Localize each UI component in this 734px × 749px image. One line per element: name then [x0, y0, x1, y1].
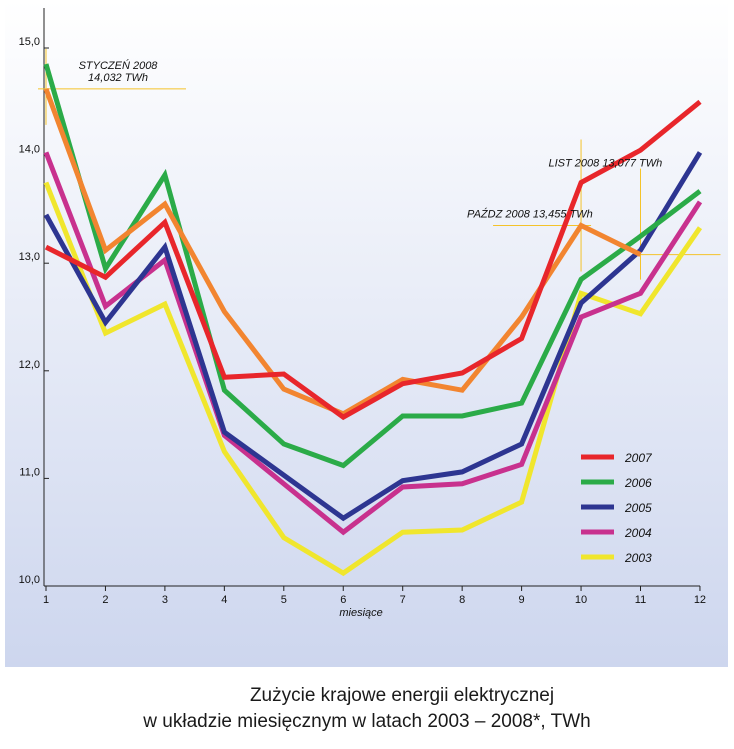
caption-line-1: Zużycie krajowe energii elektrycznej — [249, 685, 555, 706]
x-tick-label: 2 — [102, 594, 108, 606]
y-tick-label: 10,0 — [19, 574, 40, 586]
y-tick-label: 11,0 — [19, 466, 40, 478]
legend-label-2007: 2007 — [624, 451, 653, 465]
caption-line-2: w układzie miesięcznym w latach 2003 – 2… — [143, 711, 591, 732]
x-tick-label: 3 — [162, 594, 168, 606]
annotation-jan-2008-line1: STYCZEŃ 2008 — [79, 59, 159, 72]
x-axis-label: miesiące — [339, 607, 382, 619]
x-tick-label: 5 — [281, 594, 287, 606]
x-tick-label: 12 — [694, 594, 706, 606]
annotation-oct-2008: PAŹDZ 2008 13,455 TWh — [467, 208, 593, 221]
legend-label-2005: 2005 — [624, 501, 652, 515]
x-tick-label: 9 — [519, 594, 525, 606]
y-tick-label: 13,0 — [19, 251, 40, 263]
series-line-2007 — [44, 99, 702, 421]
annotation-crosshairs — [38, 48, 721, 280]
y-tick-label: 12,0 — [19, 359, 40, 371]
series-line-2006 — [43, 63, 702, 469]
x-tick-label: 1 — [43, 594, 49, 606]
x-tick-label: 4 — [221, 594, 227, 606]
chart-panel: 10,0 11,0 12,0 13,0 14,0 15,0 1 2 3 4 5 6 7 8 9 10 11 12 m… — [5, 0, 728, 667]
series-line-2004 — [43, 151, 703, 536]
y-tick-label: 15,0 — [19, 36, 40, 48]
annotation-jan-2008-line2: 14,032 TWh — [88, 72, 148, 84]
legend-label-2003: 2003 — [624, 551, 652, 565]
y-tick-label: 14,0 — [19, 144, 40, 156]
line-chart: 10,011,012,013,014,015,01 2 3 4 5 6 7 8 9 10 11 12m… — [5, 0, 728, 667]
legend: 2007 2006 2005 2004 2003 — [581, 451, 653, 565]
x-tick-label: 8 — [459, 594, 465, 606]
chart-background — [5, 0, 728, 667]
axes: 10,011,012,013,014,015,01 2 3 4 5 6 7 8 9 10 11 12m… — [19, 8, 706, 619]
x-tick-label: 6 — [340, 594, 346, 606]
legend-label-2006: 2006 — [624, 476, 652, 490]
series-line-2005 — [43, 151, 703, 522]
chart-caption: Zużycie krajowe energii elektrycznej w u… — [0, 683, 734, 735]
series-lines — [43, 63, 703, 577]
legend-label-2004: 2004 — [624, 526, 652, 540]
annotation-nov-2008: LIST 2008 13,077 TWh — [549, 158, 663, 170]
x-tick-label: 11 — [635, 594, 646, 606]
x-tick-label: 10 — [575, 594, 587, 606]
x-tick-label: 7 — [400, 594, 406, 606]
